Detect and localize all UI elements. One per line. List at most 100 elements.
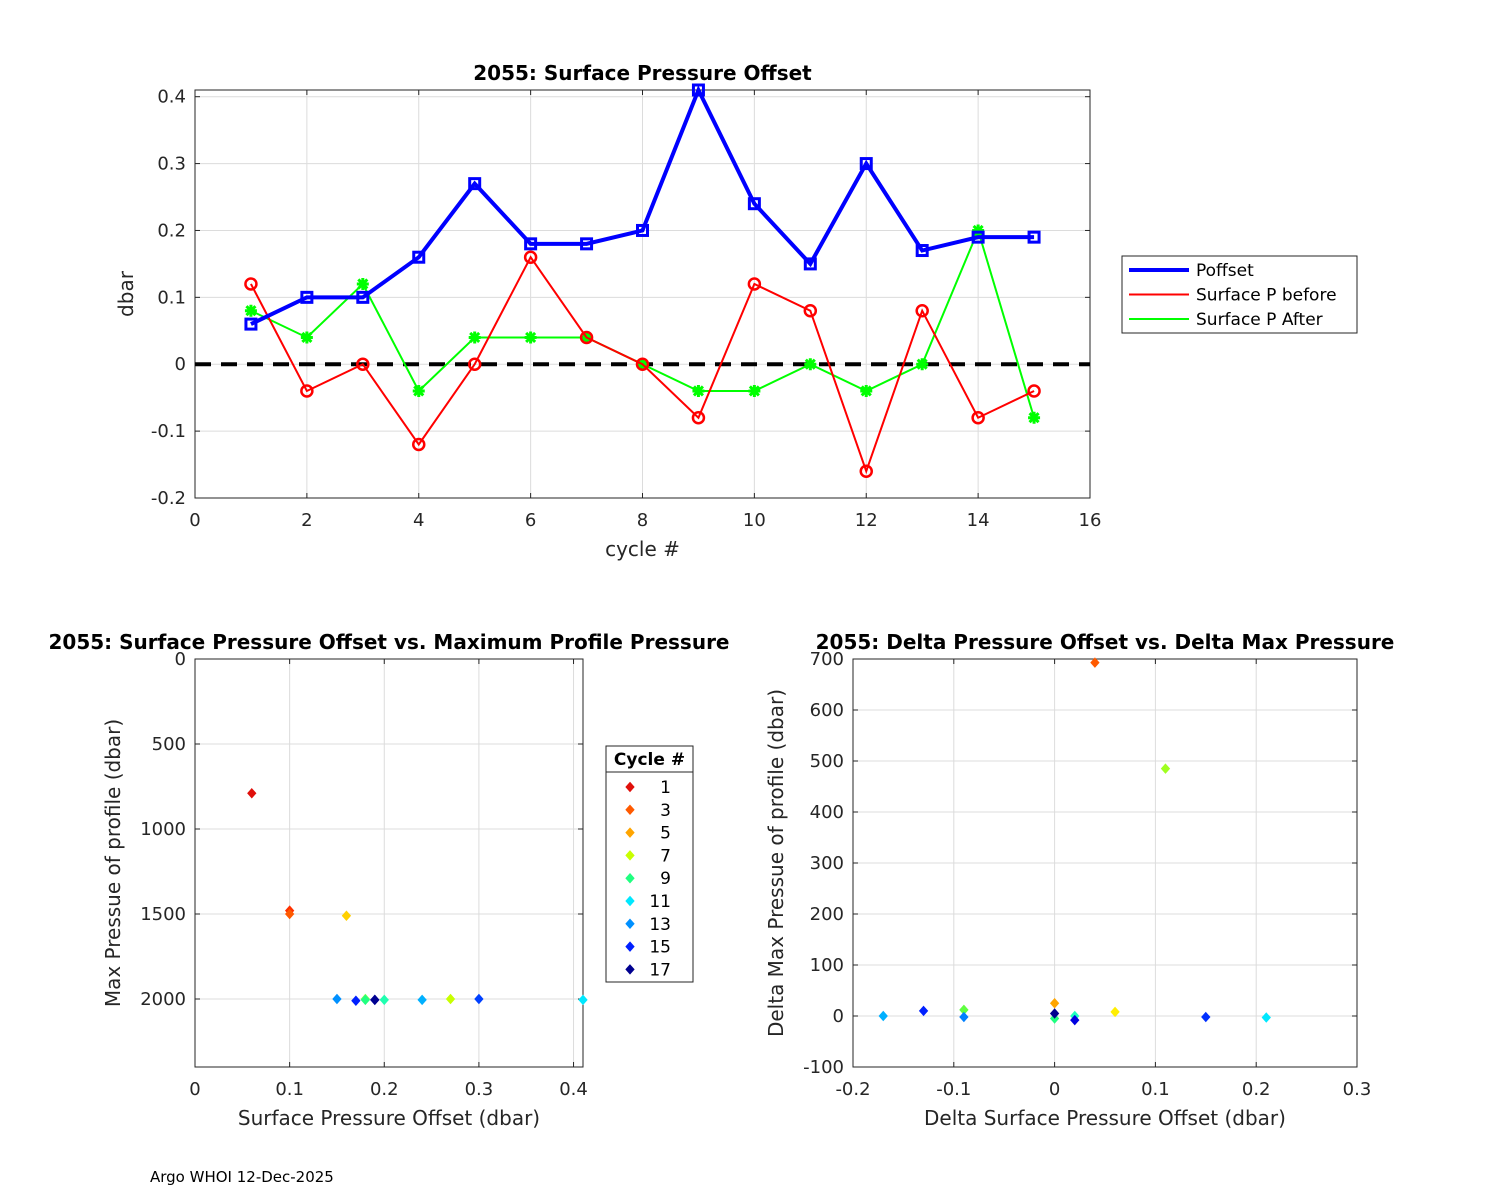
y-tick-label: 700 (810, 649, 844, 670)
scatter-point (1070, 1014, 1080, 1026)
surface-p-before-point (523, 250, 538, 264)
surface-p-after-point (300, 331, 313, 344)
poffset-point (1027, 230, 1041, 244)
x-tick-label: 0.3 (465, 1079, 494, 1100)
poffset-point (747, 197, 761, 211)
surface-p-before-point (971, 410, 985, 425)
y-tick-label: 100 (810, 955, 844, 976)
legend-title: Cycle # (614, 750, 685, 770)
surface-p-before-point (915, 303, 929, 318)
chart-title: 2055: Surface Pressure Offset vs. Maximu… (49, 630, 730, 654)
scatter-point (1160, 763, 1171, 774)
scatter-point (445, 993, 456, 1005)
scatter-point (1110, 1006, 1120, 1018)
scatter-point (959, 1011, 969, 1023)
surface-p-before-point (412, 437, 426, 452)
surface-p-after-point (412, 384, 425, 397)
scatter-point (474, 993, 484, 1005)
scatter-point (918, 1005, 929, 1017)
y-tick-label: 400 (810, 802, 844, 823)
x-tick-label: 0 (189, 510, 200, 531)
legend-label: Poffset (1196, 261, 1254, 281)
scatter-point (360, 994, 371, 1006)
surface-p-before-point (579, 330, 594, 345)
legend-label: 1 (660, 778, 671, 798)
legend-label: Surface P After (1196, 310, 1323, 330)
y-axis-label: Delta Max Pressue of profile (dbar) (764, 689, 788, 1037)
y-tick-label: -100 (803, 1057, 844, 1078)
scatter-point (247, 788, 257, 799)
scatter-point (351, 995, 361, 1006)
scatter-point (878, 1010, 888, 1022)
surface-p-before-point (467, 357, 482, 371)
poffset-point (468, 177, 482, 191)
y-tick-label: -0.1 (151, 421, 186, 442)
surface-p-after-point (692, 384, 705, 397)
legend-marker (625, 941, 635, 952)
legend-marker (625, 804, 635, 816)
poffset-point (244, 317, 258, 331)
scatter-point (417, 994, 427, 1006)
surface-p-before-line (250, 255, 1035, 475)
x-tick-label: 12 (855, 510, 878, 531)
poffset-point (971, 230, 985, 244)
legend-marker (625, 872, 635, 884)
scatter-point (284, 908, 295, 920)
x-tick-label: 0.2 (370, 1079, 399, 1100)
y-tick-label: 1000 (140, 819, 186, 840)
x-tick-label: 14 (967, 510, 990, 531)
axes-frame (194, 658, 584, 1068)
poffset-line (250, 85, 1035, 326)
chart-title: 2055: Surface Pressure Offset (473, 61, 812, 85)
surface-p-after-point (468, 331, 481, 344)
x-tick-label: 0 (1049, 1079, 1060, 1100)
y-tick-label: 0.3 (157, 154, 186, 175)
surface-p-before-point (803, 303, 818, 318)
surface-p-after-point (1028, 411, 1041, 424)
scatter-point (1090, 657, 1100, 668)
legend-marker (625, 895, 635, 907)
x-tick-label: 2 (301, 510, 312, 531)
surface-pressure-offset-chart: 0 2 4 6 8 10 12 14 16 -0.2 -0.1 0 0.1 0.2 0.3 0.4 2055: … (114, 61, 1358, 561)
poffset-point (691, 83, 705, 97)
poffset-point (859, 157, 873, 171)
scatter-point (370, 994, 380, 1006)
y-tick-label: 1500 (140, 904, 186, 925)
x-tick-label: -0.2 (835, 1079, 870, 1100)
legend-label: 15 (649, 938, 671, 958)
x-tick-label: 0 (189, 1079, 200, 1100)
legend-marker (625, 918, 635, 930)
legend-label: 17 (649, 960, 671, 980)
scatter-point (332, 993, 342, 1005)
surface-p-before-point (1027, 384, 1041, 398)
scatter-point (379, 994, 389, 1006)
surface-p-after-point (244, 304, 257, 317)
x-tick-label: 4 (413, 510, 424, 531)
x-tick-label: -0.1 (936, 1079, 971, 1100)
legend-marker (625, 827, 635, 838)
legend-label: 13 (649, 915, 671, 935)
x-axis-label: Delta Surface Pressure Offset (dbar) (924, 1106, 1286, 1130)
surface-p-after-point (972, 224, 985, 237)
scatter-point (1049, 1008, 1060, 1019)
legend: Poffset Surface P before Surface P After (1121, 255, 1358, 334)
surface-p-before-point (859, 464, 873, 478)
x-axis-label: Surface Pressure Offset (dbar) (238, 1106, 540, 1130)
chart-title: 2055: Delta Pressure Offset vs. Delta Ma… (816, 630, 1395, 654)
y-tick-label: -0.2 (151, 488, 186, 509)
poffset-point (803, 257, 817, 271)
x-tick-label: 16 (1079, 510, 1102, 531)
x-tick-label: 8 (637, 510, 648, 531)
y-axis-label: Max Pressue of profile (dbar) (101, 719, 125, 1007)
poffset-point (412, 250, 426, 264)
surface-p-after-point (860, 384, 873, 397)
legend-marker (625, 964, 635, 975)
surface-p-after-point (356, 277, 369, 290)
surface-p-before-point (300, 384, 314, 398)
x-tick-label: 6 (525, 510, 536, 531)
scatter-point (341, 910, 352, 921)
y-tick-label: 0 (833, 1006, 844, 1027)
legend-label: 5 (660, 824, 671, 844)
y-tick-label: 0.4 (157, 87, 186, 108)
surface-p-before-point (691, 410, 706, 425)
